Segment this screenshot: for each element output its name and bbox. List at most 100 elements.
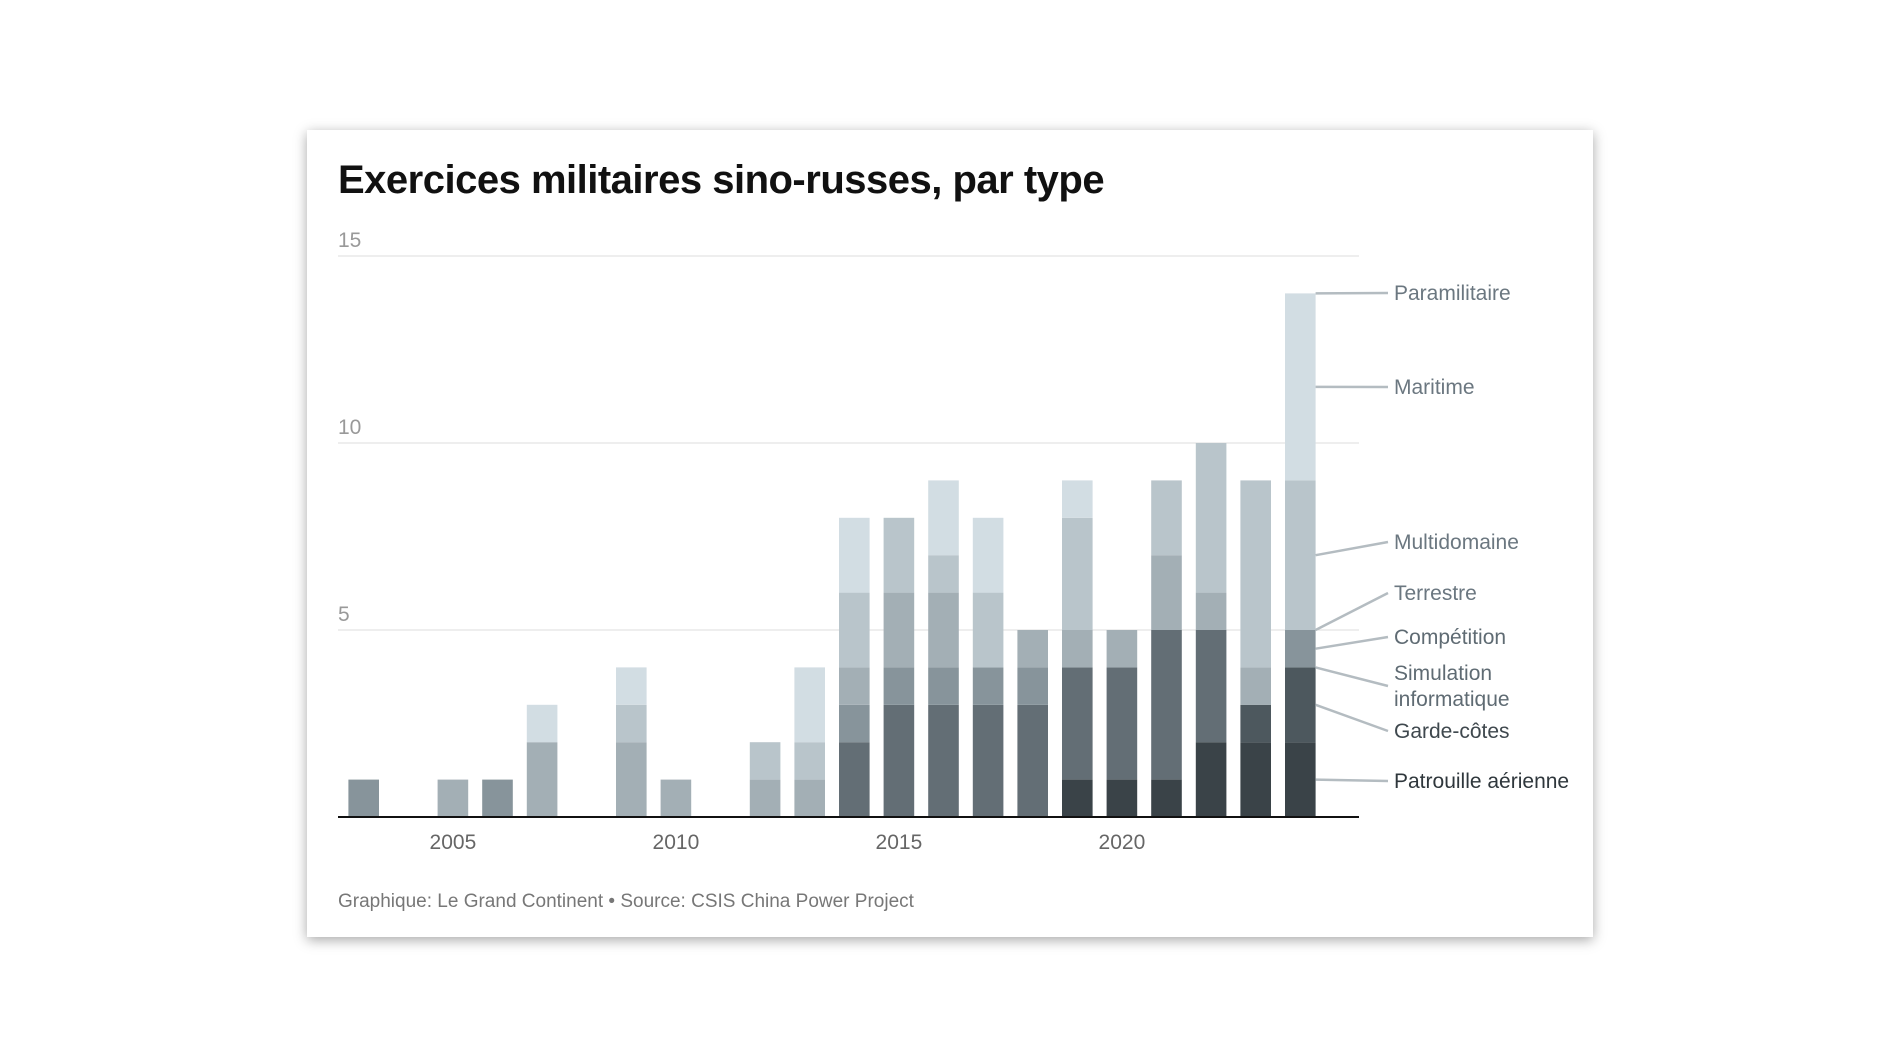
bar-2014-series-2 [839,742,870,817]
legend-connector-5 [1315,540,1389,557]
x-tick-label-2010: 2010 [653,831,700,854]
bar-2020-series-4 [1106,630,1138,668]
bar-2022-series-5 [1195,443,1227,593]
legend-connector-1 [1315,703,1389,733]
bar-2024-series-1 [1285,667,1316,743]
bar-2009-series-5 [616,704,647,743]
bar-2016-series-6 [928,480,959,556]
chart-footer: Graphique: Le Grand Continent • Source: … [338,891,914,913]
bar-2020-series-0 [1106,779,1138,817]
bar-2005-series-4 [437,779,469,817]
legend-connector-4 [1315,591,1389,632]
bar-2012-series-4 [749,779,781,817]
bar-2007-series-6 [526,704,558,743]
y-tick-label-15: 15 [338,229,361,252]
bars [348,293,1316,817]
bar-2013-series-6 [794,667,825,743]
y-tick-label-5: 5 [338,603,350,626]
bar-2021-series-2 [1151,630,1182,780]
bar-2015-series-3 [883,667,915,705]
x-tick-label-2020: 2020 [1099,831,1146,854]
legend-label-3: Compétition [1394,626,1506,649]
bar-2023-series-1 [1240,704,1271,743]
bar-2023-series-4 [1240,667,1271,705]
legend-label-4: Terrestre [1394,582,1477,605]
bar-2019-series-6 [1062,480,1093,518]
bar-2017-series-2 [972,704,1004,817]
footer-credit: Graphique: Le Grand Continent [338,891,604,912]
bar-2014-series-4 [839,667,870,705]
bar-2022-series-0 [1195,742,1227,817]
bar-2014-series-5 [839,592,870,668]
legend-label-line-6-0: Maritime [1394,376,1475,399]
x-tick-label-2015: 2015 [876,831,923,854]
footer-source: Source: CSIS China Power Project [620,891,914,912]
legend-label-5: Multidomaine [1394,531,1519,554]
legend-connector-3 [1315,635,1389,650]
bar-2022-series-4 [1195,592,1227,630]
bar-2014-series-6 [839,517,870,593]
bar-2017-series-6 [972,517,1004,593]
bar-2019-series-2 [1062,667,1093,780]
legend-label-line-7-0: Paramilitaire [1394,282,1511,305]
bar-2024-series-6 [1285,293,1316,481]
bar-2007-series-4 [526,742,558,817]
legend-label-line-2-0: Simulation [1394,662,1492,685]
legend: Paramilitaire Maritime Multidomaine Terrest… [1315,282,1569,793]
stacked-bar-chart: 5 10 15 2005 2010 2015 2020 Paramilitaire Mari… [338,229,1569,854]
bar-2018-series-4 [1017,630,1048,668]
x-tick-label-2005: 2005 [430,831,477,854]
bar-2017-series-5 [972,592,1004,668]
bar-2019-series-5 [1062,517,1093,630]
legend-label-6: Maritime [1394,376,1475,399]
bar-2016-series-2 [928,704,959,817]
bar-2013-series-4 [794,779,825,817]
legend-label-line-3-0: Compétition [1394,626,1506,649]
legend-connector-0 [1315,778,1389,783]
y-axis-ticks: 5 10 15 [338,229,361,626]
bar-2015-series-5 [883,517,915,593]
bar-2016-series-4 [928,592,959,668]
legend-label-1: Garde-côtes [1394,720,1510,743]
legend-label-line-0-0: Patrouille aérienne [1394,770,1569,793]
bar-2023-series-0 [1240,742,1271,817]
bar-2014-series-3 [839,704,870,743]
footer-separator: • [608,891,616,912]
bar-2021-series-5 [1151,480,1182,556]
bar-2016-series-5 [928,555,959,593]
bar-2016-series-3 [928,667,959,705]
bar-2024-series-0 [1285,742,1316,817]
legend-label-line-4-0: Terrestre [1394,582,1477,605]
legend-label-line-5-0: Multidomaine [1394,531,1519,554]
bar-2024-series-3 [1285,630,1316,668]
legend-label-7: Paramilitaire [1394,282,1511,305]
bar-2024-series-5 [1285,480,1316,630]
legend-connector-2 [1315,666,1389,688]
bar-2018-series-2 [1017,704,1048,817]
y-tick-label-10: 10 [338,416,361,439]
bar-2020-series-2 [1106,667,1138,780]
bar-2012-series-5 [749,742,781,780]
bar-2019-series-4 [1062,630,1093,668]
bar-2021-series-4 [1151,555,1182,630]
chart-card: Exercices militaires sino-russes, par ty… [307,130,1593,937]
bar-2015-series-2 [883,704,915,817]
bar-2022-series-2 [1195,630,1227,743]
bar-2019-series-0 [1062,779,1093,817]
legend-label-line-2-1: informatique [1394,688,1510,711]
bar-2009-series-6 [616,667,647,705]
bar-2010-series-4 [660,779,692,817]
bar-2013-series-5 [794,742,825,780]
legend-label-0: Patrouille aérienne [1394,770,1569,793]
bar-2021-series-0 [1151,779,1182,817]
bar-2003-series-3 [348,779,379,817]
bar-2018-series-3 [1017,667,1048,705]
chart-title: Exercices militaires sino-russes, par ty… [338,158,1105,202]
bar-2023-series-5 [1240,480,1271,668]
bar-2006-series-3 [482,779,513,817]
legend-label-line-1-0: Garde-côtes [1394,720,1510,743]
bar-2009-series-4 [616,742,647,817]
legend-label-2: Simulation informatique [1394,662,1510,711]
bar-2015-series-4 [883,592,915,668]
x-axis-ticks: 2005 2010 2015 2020 [430,831,1146,854]
